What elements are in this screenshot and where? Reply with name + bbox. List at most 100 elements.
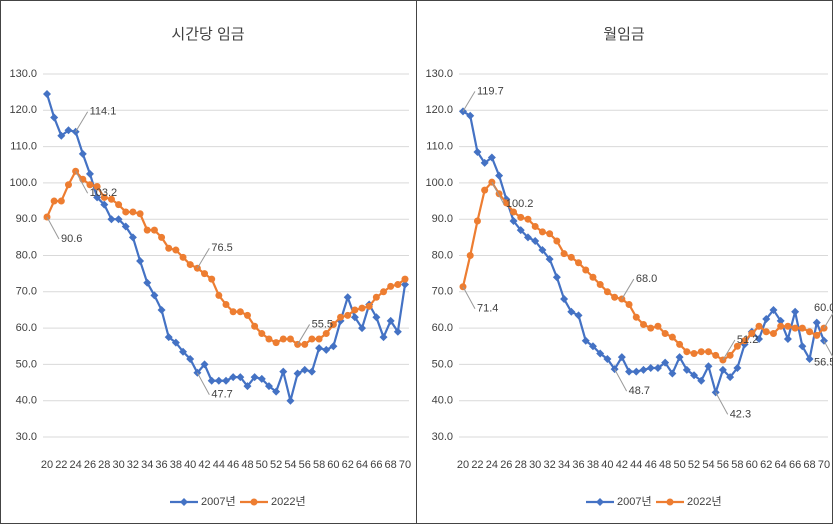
x-tick-label: 20 — [457, 459, 469, 471]
point — [516, 226, 525, 235]
x-tick-label: 36 — [572, 459, 584, 471]
data-label: 56.5 — [814, 357, 833, 369]
point — [632, 313, 640, 321]
point — [164, 333, 173, 342]
point — [531, 222, 539, 230]
x-tick-label: 44 — [630, 459, 642, 471]
point — [207, 376, 216, 385]
point — [798, 342, 807, 351]
x-tick-label: 66 — [789, 459, 801, 471]
legend-label: 2007년 — [201, 495, 236, 508]
point — [179, 253, 187, 261]
point — [575, 259, 583, 267]
point — [733, 342, 741, 350]
x-tick-label: 46 — [227, 459, 239, 471]
point — [100, 193, 108, 201]
point — [387, 282, 395, 290]
x-tick-label: 54 — [284, 459, 296, 471]
x-tick-label: 66 — [370, 459, 382, 471]
point — [625, 367, 634, 376]
x-tick-label: 20 — [41, 459, 53, 471]
y-tick-label: 70.0 — [16, 286, 37, 298]
x-tick-label: 40 — [184, 459, 196, 471]
point — [812, 318, 821, 327]
point — [560, 250, 568, 258]
point — [741, 337, 749, 345]
point — [545, 255, 554, 264]
x-tick-label: 28 — [515, 459, 527, 471]
point — [546, 230, 554, 238]
point — [466, 252, 474, 259]
label-leader — [462, 91, 476, 112]
point — [165, 244, 173, 252]
x-tick-label: 60 — [327, 459, 339, 471]
data-label: 42.3 — [730, 408, 751, 420]
point — [553, 237, 561, 245]
point — [806, 328, 814, 336]
y-tick-label: 50.0 — [432, 358, 453, 370]
y-tick-label: 110.0 — [426, 141, 453, 153]
point — [791, 324, 799, 332]
x-tick-label: 22 — [55, 459, 67, 471]
x-tick-label: 44 — [213, 459, 225, 471]
y-tick-label: 40.0 — [16, 395, 37, 407]
point — [301, 340, 309, 348]
point — [150, 291, 159, 300]
point — [632, 367, 641, 376]
x-tick-label: 68 — [385, 459, 397, 471]
x-tick-label: 52 — [688, 459, 700, 471]
point — [510, 208, 518, 216]
x-tick-label: 28 — [98, 459, 110, 471]
y-tick-label: 50.0 — [16, 358, 37, 370]
point — [214, 376, 223, 385]
point — [250, 373, 259, 382]
legend-marker — [596, 498, 604, 506]
point — [596, 349, 605, 358]
point — [121, 222, 130, 231]
point — [286, 335, 294, 343]
x-tick-label: 42 — [198, 459, 210, 471]
point — [122, 208, 130, 216]
point — [675, 353, 684, 362]
point — [588, 342, 597, 351]
label-leader — [196, 372, 210, 395]
point — [733, 364, 742, 373]
x-tick-label: 58 — [313, 459, 325, 471]
point — [769, 330, 777, 338]
point — [78, 149, 87, 158]
point — [128, 233, 137, 242]
data-label: 90.6 — [61, 233, 82, 245]
point — [272, 339, 280, 347]
point — [581, 336, 590, 345]
point — [358, 324, 367, 333]
point — [393, 327, 402, 336]
x-tick-label: 26 — [84, 459, 96, 471]
point — [394, 281, 402, 289]
legend-label: 2007년 — [617, 495, 652, 508]
point — [690, 371, 699, 380]
y-tick-label: 90.0 — [432, 213, 453, 225]
point — [596, 281, 604, 289]
y-tick-label: 80.0 — [432, 249, 453, 261]
point — [308, 335, 316, 343]
y-tick-label: 60.0 — [16, 322, 37, 334]
point — [379, 333, 388, 342]
point — [509, 217, 518, 226]
y-tick-label: 40.0 — [432, 395, 453, 407]
point — [473, 148, 482, 157]
point — [107, 215, 116, 224]
point — [300, 365, 309, 374]
point — [222, 301, 230, 309]
point — [350, 313, 359, 322]
y-tick-label: 120.0 — [425, 104, 453, 116]
point — [777, 322, 785, 330]
label-leader — [715, 392, 729, 415]
x-tick-label: 56 — [299, 459, 311, 471]
point — [322, 330, 330, 338]
point — [676, 340, 684, 348]
y-tick-label: 30.0 — [16, 431, 37, 443]
label-leader — [823, 312, 833, 329]
point — [567, 307, 576, 316]
point — [661, 358, 670, 367]
point — [136, 256, 145, 265]
